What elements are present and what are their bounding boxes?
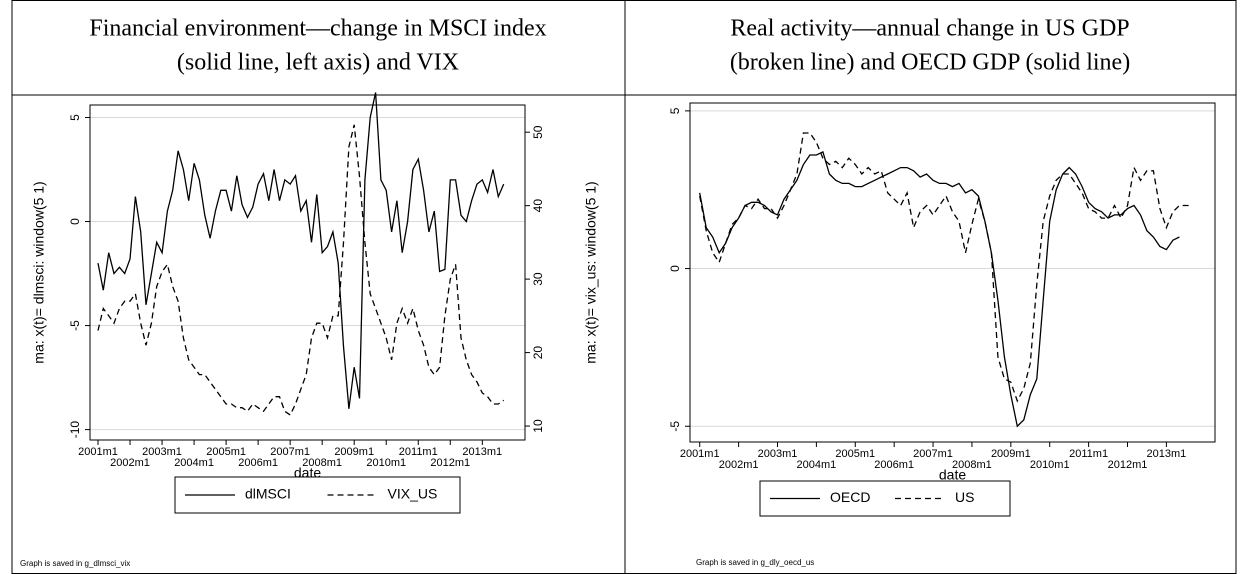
x-axis-label: date xyxy=(939,467,966,483)
x-tick-label: 2010m1 xyxy=(1030,459,1070,471)
legend-label: dlMSCI xyxy=(245,486,291,502)
y-tick-label: 0 xyxy=(68,218,82,225)
x-tick-label: 2006m1 xyxy=(238,457,278,469)
panel-title: (broken line) and OECD GDP (solid line) xyxy=(730,50,1130,76)
y-tick-label: -5 xyxy=(668,421,682,432)
plot-frame xyxy=(689,102,1216,443)
x-axis-label: date xyxy=(294,465,321,481)
series-line xyxy=(699,132,1193,403)
x-tick-label: 2013m1 xyxy=(1147,448,1187,460)
x-tick-label: 2004m1 xyxy=(797,459,837,471)
x-tick-label: 2007m1 xyxy=(270,446,310,458)
x-tick-label: 2010m1 xyxy=(366,457,406,469)
y-axis-label: ma: x(t)= dlmsci: window(5 1) xyxy=(31,181,47,363)
x-tick-label: 2002m1 xyxy=(719,459,759,471)
y-tick-label: 5 xyxy=(68,114,82,121)
series-line xyxy=(699,150,1180,428)
plot-frame xyxy=(89,104,526,441)
x-tick-label: 2013m1 xyxy=(462,446,502,458)
x-tick-label: 2012m1 xyxy=(1108,459,1148,471)
legend-label: US xyxy=(955,489,974,505)
x-tick-label: 2003m1 xyxy=(758,448,798,460)
x-tick-label: 2012m1 xyxy=(430,457,470,469)
x-tick-label: 2011m1 xyxy=(1069,448,1108,460)
panel-title: (solid line, left axis) and VIX xyxy=(177,50,459,76)
legend-box xyxy=(759,480,1011,517)
x-tick-label: 2003m1 xyxy=(142,446,182,458)
x-tick-label: 2001m1 xyxy=(78,446,118,458)
y2-axis-label: ma: x(t)= vix_us: window(5 1) xyxy=(583,181,599,363)
x-tick-label: 2009m1 xyxy=(991,448,1031,460)
x-tick-label: 2005m1 xyxy=(835,448,875,460)
x-tick-label: 2009m1 xyxy=(334,446,374,458)
x-tick-label: 2006m1 xyxy=(874,459,914,471)
y2-tick-label: 40 xyxy=(531,199,545,213)
y-tick-label: -10 xyxy=(68,421,82,439)
x-tick-label: 2011m1 xyxy=(399,446,438,458)
legend-label: OECD xyxy=(830,489,870,505)
y-tick-label: 5 xyxy=(668,107,682,114)
x-tick-label: 2008m1 xyxy=(302,457,342,469)
y-tick-label: 0 xyxy=(668,265,682,272)
x-tick-label: 2007m1 xyxy=(913,448,953,460)
x-tick-label: 2002m1 xyxy=(110,457,150,469)
series-line xyxy=(97,92,505,409)
y2-tick-label: 50 xyxy=(531,125,545,139)
series-line xyxy=(97,124,505,416)
note: Graph is saved in g_dly_oecd_us xyxy=(696,558,814,567)
panel-title: Financial environment—change in MSCI ind… xyxy=(89,16,546,42)
x-tick-label: 2001m1 xyxy=(680,448,720,460)
y-tick-label: -5 xyxy=(68,320,82,331)
legend-box xyxy=(174,476,461,514)
x-tick-label: 2004m1 xyxy=(174,457,214,469)
x-tick-label: 2005m1 xyxy=(206,446,246,458)
note: Graph is saved in g_dlmsci_vix xyxy=(20,559,130,568)
y2-tick-label: 30 xyxy=(531,272,545,286)
panel-title: Real activity—annual change in US GDP xyxy=(730,16,1129,42)
table-border xyxy=(11,0,1237,574)
legend-label: VIX_US xyxy=(388,486,438,502)
y2-tick-label: 10 xyxy=(531,419,545,433)
x-tick-label: 2008m1 xyxy=(952,459,992,471)
y2-tick-label: 20 xyxy=(531,346,545,360)
